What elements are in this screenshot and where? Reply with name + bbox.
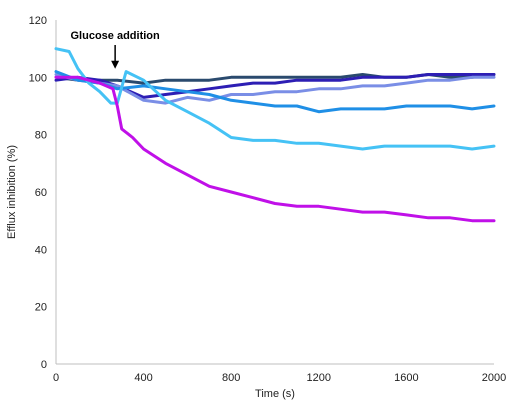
y-tick-label: 120 (29, 15, 47, 27)
series-lines (54, 47, 496, 223)
y-tick-labels: 0 20 40 60 80 100 120 (29, 15, 47, 371)
y-tick-label: 100 (29, 72, 47, 84)
x-tick-labels: 0 400 800 1200 1600 2000 (53, 372, 506, 384)
arrow-down-icon (111, 60, 120, 69)
series-line-5 (54, 47, 496, 151)
y-tick-label: 20 (35, 302, 47, 314)
x-tick-label: 1600 (394, 372, 418, 384)
x-tick-label: 1200 (307, 372, 331, 384)
series-line-4 (54, 70, 496, 114)
y-tick-label: 0 (41, 359, 47, 371)
x-tick-label: 2000 (482, 372, 506, 384)
glucose-annotation: Glucose addition (71, 30, 161, 69)
y-tick-label: 60 (35, 187, 47, 199)
annotation-label: Glucose addition (71, 30, 161, 42)
y-tick-label: 80 (35, 130, 47, 142)
y-axis-title: Efflux inhibition (%) (6, 145, 18, 239)
x-tick-label: 400 (134, 372, 152, 384)
series-line-6 (54, 75, 496, 223)
y-tick-label: 40 (35, 244, 47, 256)
x-axis-title: Time (s) (255, 388, 295, 400)
series-line-3 (54, 73, 496, 105)
x-tick-label: 0 (53, 372, 59, 384)
axes (55, 20, 494, 365)
x-tick-label: 800 (222, 372, 240, 384)
